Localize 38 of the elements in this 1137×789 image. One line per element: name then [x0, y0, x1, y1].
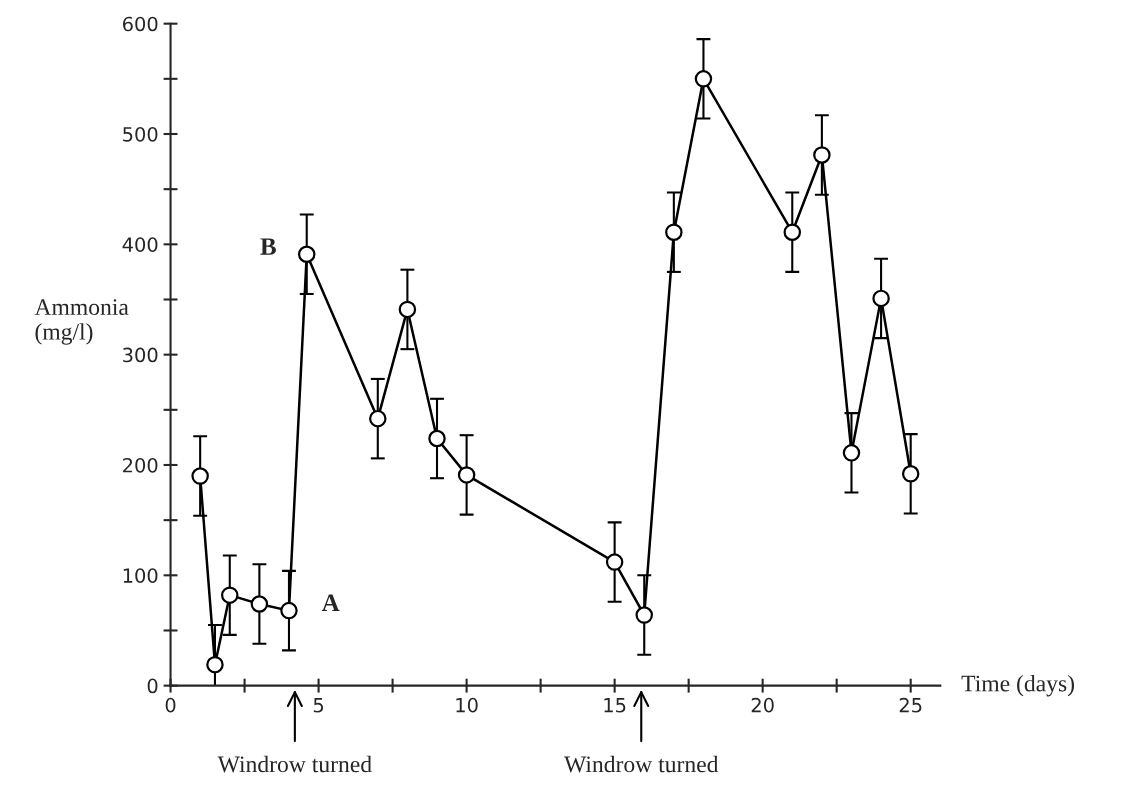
x-tick-label: 5 [313, 698, 324, 713]
point [842, 444, 861, 462]
point [206, 655, 224, 674]
y-tick-label: 500 [123, 126, 158, 142]
annotation: A [321, 594, 340, 611]
point [369, 409, 387, 428]
annotation: B [260, 238, 276, 255]
point [221, 586, 239, 604]
point [901, 465, 920, 483]
y-tick-label: 600 [122, 16, 158, 32]
point [457, 466, 476, 484]
x-axis-title: Time (days) [961, 674, 1074, 697]
point [250, 595, 269, 613]
y-axis-title: Ammonia (mg/l) [34, 299, 129, 345]
y-tick-label: 300 [123, 347, 158, 363]
point [280, 601, 298, 620]
point [694, 70, 713, 88]
x-tick-label: 15 [604, 698, 626, 713]
x-tick-label: 0 [165, 697, 176, 713]
y-tick-label: 400 [122, 237, 158, 252]
point [635, 606, 653, 624]
point [783, 223, 802, 241]
point [665, 223, 683, 241]
point [872, 289, 890, 308]
text: Windrow turned [564, 755, 719, 773]
y-tick-label: 200 [123, 457, 158, 473]
text: Windrow turned [217, 755, 372, 773]
y-tick-label: 0 [147, 678, 158, 694]
x-tick-label: 10 [456, 697, 478, 713]
y-tick-label: 100 [123, 568, 158, 583]
point [813, 146, 831, 164]
point [191, 467, 209, 485]
point [297, 245, 316, 264]
point [605, 553, 624, 571]
point [398, 300, 417, 319]
x-tick-label: 25 [899, 697, 922, 713]
point [428, 429, 446, 448]
x-tick-label: 20 [751, 697, 774, 713]
